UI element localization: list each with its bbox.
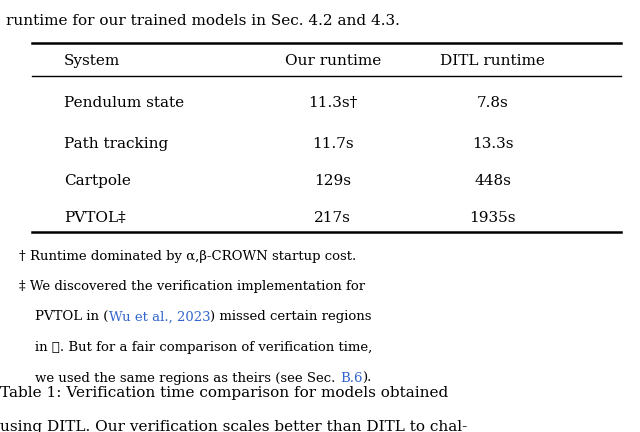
Text: ) missed certain regions: ) missed certain regions: [210, 310, 372, 324]
Text: in ℬ. But for a fair comparison of verification time,: in ℬ. But for a fair comparison of verif…: [35, 341, 372, 354]
Text: PVTOL in (: PVTOL in (: [35, 310, 109, 324]
Text: ‡ We discovered the verification implementation for: ‡ We discovered the verification impleme…: [19, 280, 365, 292]
Text: Table 1: Verification time comparison for models obtained: Table 1: Verification time comparison fo…: [0, 386, 448, 400]
Text: 129s: 129s: [314, 174, 351, 188]
Text: we used the same regions as theirs (see Sec.: we used the same regions as theirs (see …: [35, 372, 340, 385]
Text: Our runtime: Our runtime: [285, 54, 381, 68]
Text: PVTOL‡: PVTOL‡: [64, 211, 125, 225]
Text: 11.7s: 11.7s: [312, 137, 354, 150]
Text: using DITL. Our verification scales better than DITL to chal-: using DITL. Our verification scales bett…: [0, 420, 467, 432]
Text: System: System: [64, 54, 120, 68]
Text: 1935s: 1935s: [470, 211, 516, 225]
Text: Pendulum state: Pendulum state: [64, 96, 184, 110]
Text: 217s: 217s: [314, 211, 351, 225]
Text: B.6: B.6: [340, 372, 362, 385]
Text: 7.8s: 7.8s: [477, 96, 509, 110]
Text: Wu et al., 2023: Wu et al., 2023: [109, 310, 210, 324]
Text: † Runtime dominated by α,β-CROWN startup cost.: † Runtime dominated by α,β-CROWN startup…: [19, 250, 356, 263]
Text: 13.3s: 13.3s: [472, 137, 513, 150]
Text: 11.3s†: 11.3s†: [308, 96, 357, 110]
Text: Cartpole: Cartpole: [64, 174, 131, 188]
Text: Path tracking: Path tracking: [64, 137, 168, 150]
Text: 448s: 448s: [474, 174, 511, 188]
Text: runtime for our trained models in Sec. 4.2 and 4.3.: runtime for our trained models in Sec. 4…: [6, 14, 400, 29]
Text: DITL runtime: DITL runtime: [440, 54, 545, 68]
Text: ).: ).: [362, 372, 372, 385]
